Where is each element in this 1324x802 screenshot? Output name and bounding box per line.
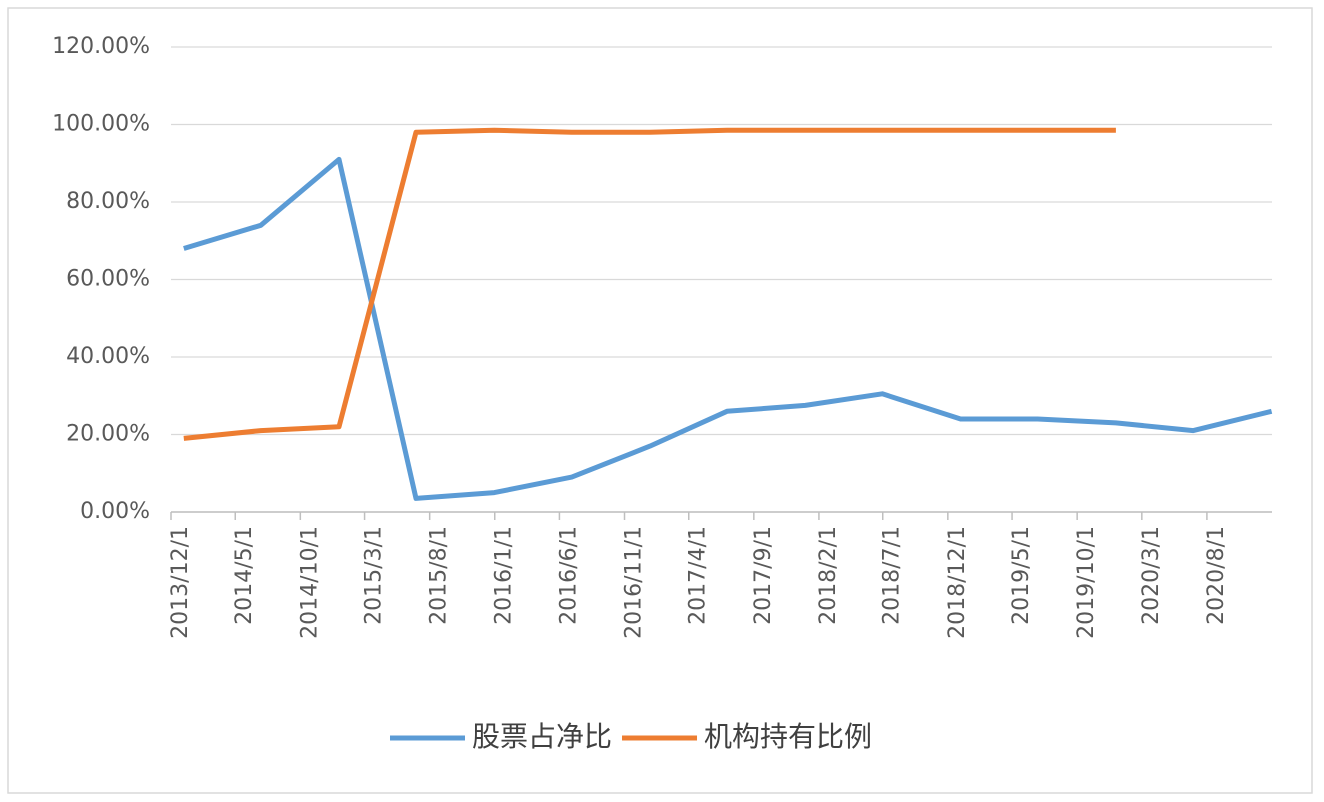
x-tick-label: 2018/2/1 <box>816 526 841 625</box>
legend-label: 机构持有比例 <box>704 720 872 753</box>
y-tick-label: 0.00% <box>80 499 150 524</box>
x-tick-label: 2015/3/1 <box>362 526 387 625</box>
x-tick-label: 2016/11/1 <box>622 526 647 639</box>
x-tick-label: 2015/8/1 <box>427 526 452 625</box>
x-tick-label: 2019/5/1 <box>1009 526 1034 625</box>
y-tick-label: 20.00% <box>66 422 150 447</box>
x-tick-label: 2017/9/1 <box>751 526 776 625</box>
x-tick-label: 2014/10/1 <box>297 526 322 639</box>
x-tick-label: 2016/6/1 <box>556 526 581 625</box>
x-tick-label: 2020/3/1 <box>1139 526 1164 625</box>
x-tick-label: 2018/7/1 <box>880 526 905 625</box>
y-tick-label: 120.00% <box>52 34 150 59</box>
y-tick-label: 60.00% <box>66 267 150 292</box>
x-tick-label: 2020/8/1 <box>1204 526 1229 625</box>
x-tick-label: 2013/12/1 <box>168 526 193 639</box>
chart-frame <box>7 7 1313 794</box>
x-tick-label: 2016/1/1 <box>492 526 517 625</box>
y-tick-label: 40.00% <box>66 344 150 369</box>
series-line <box>183 127 1116 441</box>
x-tick-label: 2019/10/1 <box>1074 526 1099 639</box>
x-tick-label: 2018/12/1 <box>945 526 970 639</box>
y-tick-label: 80.00% <box>66 189 150 214</box>
x-tick-label: 2014/5/1 <box>232 526 257 625</box>
x-tick-label: 2017/4/1 <box>686 526 711 625</box>
series-line <box>183 156 1273 501</box>
legend-label: 股票占净比 <box>472 720 612 753</box>
y-tick-label: 100.00% <box>52 112 150 137</box>
